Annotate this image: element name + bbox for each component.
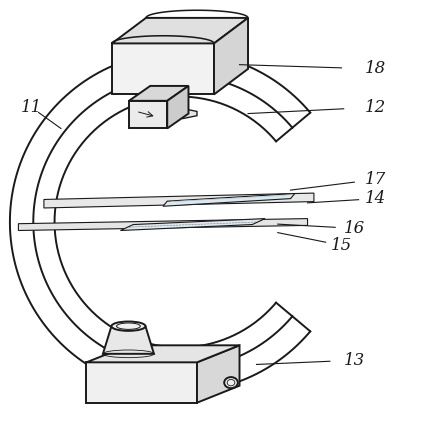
Polygon shape — [163, 194, 295, 206]
Polygon shape — [112, 18, 248, 44]
Polygon shape — [120, 218, 265, 230]
Text: 13: 13 — [344, 352, 365, 369]
Polygon shape — [129, 101, 167, 128]
Text: 11: 11 — [21, 99, 42, 116]
Ellipse shape — [111, 321, 146, 331]
Text: 15: 15 — [331, 237, 352, 254]
Polygon shape — [112, 44, 214, 95]
Polygon shape — [197, 345, 240, 403]
Polygon shape — [44, 193, 314, 208]
Polygon shape — [86, 345, 240, 362]
Text: 14: 14 — [365, 190, 386, 207]
Polygon shape — [214, 18, 248, 95]
Text: 12: 12 — [365, 99, 386, 116]
Polygon shape — [18, 218, 308, 230]
Text: 18: 18 — [365, 60, 386, 77]
Ellipse shape — [224, 377, 238, 388]
Text: 17: 17 — [365, 171, 386, 188]
Polygon shape — [129, 86, 188, 101]
Text: 16: 16 — [344, 220, 365, 237]
Polygon shape — [103, 326, 154, 354]
Polygon shape — [182, 108, 197, 119]
Polygon shape — [167, 86, 188, 128]
Polygon shape — [86, 362, 197, 403]
